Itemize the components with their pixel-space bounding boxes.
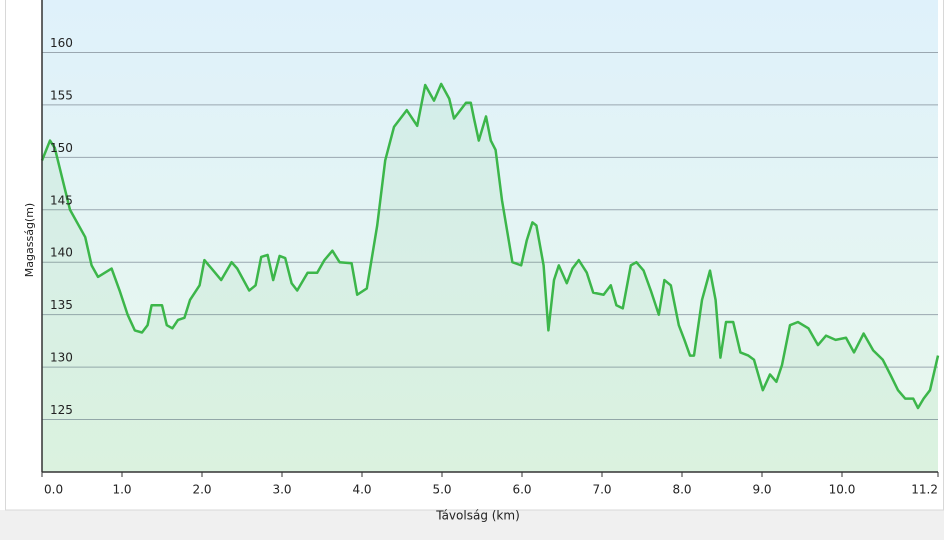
footer-band — [0, 510, 944, 540]
area-fill — [42, 83, 938, 473]
y-tick-label: 125 — [50, 403, 73, 417]
y-axis-label: Magasság(m) — [23, 203, 36, 277]
y-tick-label: 155 — [50, 88, 73, 102]
elevation-line — [40, 82, 940, 410]
x-tick-label: 5.0 — [432, 483, 451, 497]
x-tick-label: 7.0 — [592, 483, 611, 497]
y-tick-label: 135 — [50, 298, 73, 312]
y-tick-label: 130 — [50, 351, 73, 365]
x-tick-label: 4.0 — [352, 483, 371, 497]
x-tick-label: 3.0 — [272, 483, 291, 497]
x-tick-label: 2.0 — [192, 483, 211, 497]
x-tick-label: 0.0 — [44, 483, 63, 497]
x-tick-label: 11.2 — [911, 483, 938, 497]
y-tick-label: 140 — [50, 246, 73, 260]
x-axis-label: Távolság (km) — [435, 509, 520, 523]
y-tick-label: 150 — [50, 141, 73, 155]
x-tick-label: 10.0 — [829, 483, 856, 497]
x-tick-label: 6.0 — [512, 483, 531, 497]
x-tick-label: 9.0 — [752, 483, 771, 497]
y-tick-label: 160 — [50, 36, 73, 50]
x-tick-label: 8.0 — [672, 483, 691, 497]
y-tick-label: 145 — [50, 193, 73, 207]
plot-background — [42, 0, 938, 472]
x-tick-label: 1.0 — [112, 483, 131, 497]
